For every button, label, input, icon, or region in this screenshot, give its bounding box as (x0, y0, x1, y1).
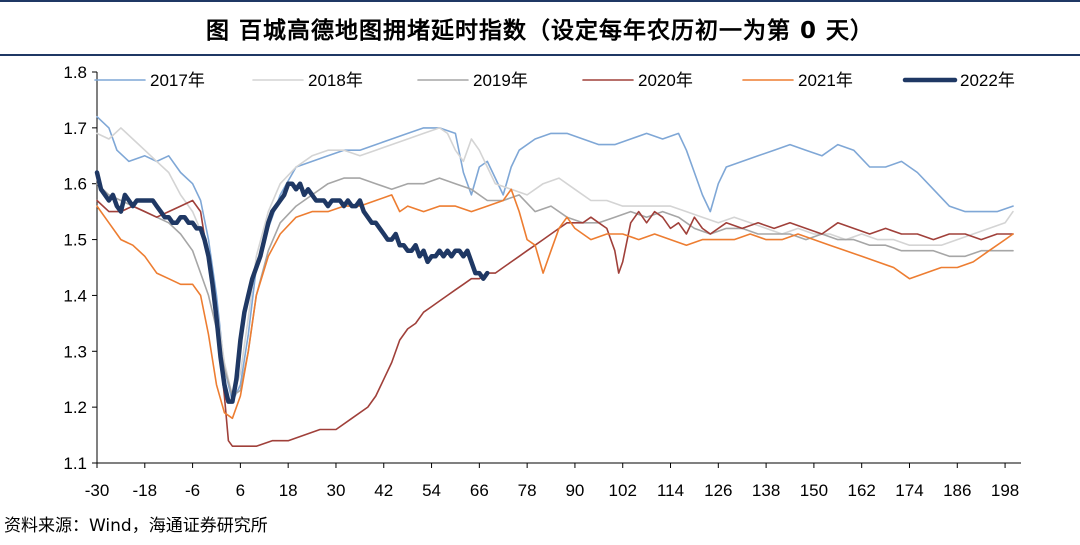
x-tick-label: 198 (991, 481, 1019, 500)
line-chart: 1.1 1.2 1.3 1.4 1.5 1.6 1.7 1.8 -30 -18 -6 6 18 30 42 5… (63, 63, 1021, 500)
x-tick-label: 186 (943, 481, 971, 500)
legend-label: 2019年 (473, 71, 528, 90)
x-tick-label: 138 (752, 481, 780, 500)
x-tick-label: 66 (470, 481, 489, 500)
x-tick-label: 6 (236, 481, 245, 500)
series-line-2022年 (94, 170, 490, 404)
y-tick-label: 1.2 (63, 398, 87, 417)
x-tick-label: 162 (848, 481, 876, 500)
x-tick-label: 102 (609, 481, 637, 500)
y-tick-label: 1.7 (63, 119, 87, 138)
series-line-2021年 (96, 188, 1014, 420)
x-tick-label: -30 (85, 481, 110, 500)
x-tick-label: 18 (279, 481, 298, 500)
figure-title-bar: 图 百城高德地图拥堵延时指数（设定每年农历初一为第 0 天） (0, 0, 1080, 56)
y-tick-label: 1.1 (63, 454, 87, 473)
y-tick-label: 1.5 (63, 231, 87, 250)
series-line-2018年 (96, 127, 1014, 397)
series-line-2020年 (96, 199, 1014, 447)
legend-label: 2020年 (638, 71, 693, 90)
legend-label: 2022年 (960, 71, 1015, 90)
x-tick-label: 150 (800, 481, 828, 500)
x-tick-label: 54 (422, 481, 441, 500)
x-tick-label: 114 (657, 481, 684, 500)
x-tick-label: 30 (327, 481, 346, 500)
figure-title: 图 百城高德地图拥堵延时指数（设定每年农历初一为第 0 天） (205, 18, 875, 44)
y-tick-label: 1.3 (63, 342, 87, 361)
x-tick-label: 90 (565, 481, 584, 500)
y-tick-label: 1.4 (63, 286, 87, 305)
x-tick-label: 78 (518, 481, 537, 500)
x-tick-label: -6 (185, 481, 200, 500)
legend-label: 2017年 (150, 71, 205, 90)
x-tick-label: 174 (895, 481, 923, 500)
source-note: 资料来源：Wind，海通证券研究所 (4, 516, 268, 536)
legend-label: 2018年 (308, 71, 363, 90)
series-line-2017年 (96, 115, 1014, 403)
legend-label: 2021年 (798, 71, 853, 90)
series-line-2019年 (96, 177, 1014, 397)
x-tick-label: 126 (704, 481, 732, 500)
y-tick-label: 1.6 (63, 175, 87, 194)
x-tick-label: 42 (374, 481, 393, 500)
x-tick-label: -18 (133, 481, 158, 500)
y-tick-label: 1.8 (63, 63, 87, 82)
